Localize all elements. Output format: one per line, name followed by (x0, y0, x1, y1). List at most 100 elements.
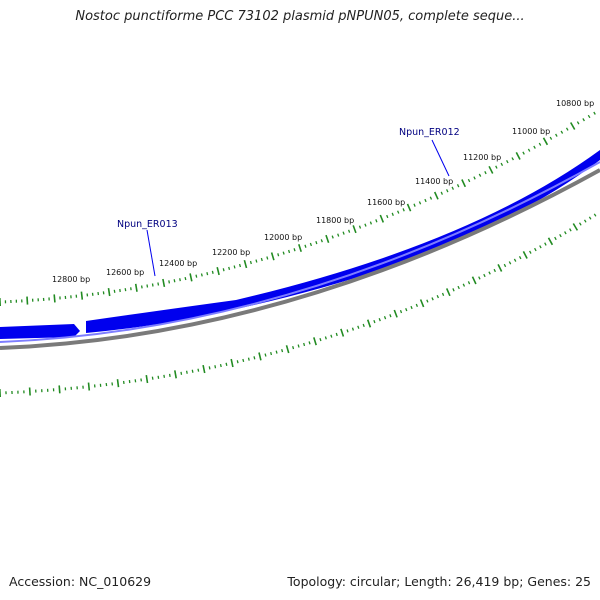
outer-tick (456, 184, 460, 188)
outer-tick (270, 252, 275, 261)
outer-tick (331, 235, 334, 239)
outer-tick (260, 257, 263, 262)
tick-labels: 10800 bp 11000 bp 11200 bp 11400 bp 1160… (52, 99, 594, 284)
inner-tick (145, 374, 149, 384)
inner-tick (445, 288, 451, 297)
outer-tick (576, 121, 580, 125)
inner-tick (236, 360, 239, 364)
outer-tick (488, 165, 494, 174)
inner-tick (219, 363, 222, 368)
inner-tick (547, 237, 554, 246)
inner-tick (488, 271, 491, 275)
inner-tick (247, 357, 250, 361)
inner-tick (197, 368, 200, 372)
outer-tick (228, 266, 231, 270)
outer-tick (565, 127, 569, 131)
gene-label-Npun_ER013[interactable]: Npun_ER013 (117, 219, 178, 230)
outer-tick (391, 212, 394, 216)
inner-tick (340, 328, 345, 337)
gene-arc-Npun_ER013[interactable] (86, 300, 236, 333)
inner-tick (258, 352, 262, 361)
outer-tick (309, 242, 313, 247)
outer-tick (179, 278, 181, 282)
inner-tick (330, 334, 333, 338)
outer-tick (233, 265, 236, 269)
outer-tick (216, 267, 220, 276)
outer-tick (467, 178, 471, 183)
outer-tick (277, 253, 280, 257)
outer-tick (293, 248, 296, 252)
outer-tick (364, 223, 367, 227)
inner-tick (426, 299, 429, 303)
inner-tick (308, 341, 311, 345)
outer-tick (282, 251, 285, 255)
inner-tick (242, 358, 245, 363)
outer-tick (298, 243, 302, 253)
inner-tick (471, 276, 477, 285)
outer-tick (243, 259, 248, 269)
outer-tick (429, 196, 433, 200)
outer-tick (266, 256, 269, 260)
inner-tick (569, 228, 572, 232)
inner-tick (270, 351, 273, 356)
outer-tick (473, 176, 476, 180)
inner-tick (483, 273, 486, 278)
outer-tick (26, 296, 29, 305)
inner-tick (324, 336, 327, 340)
outer-tick (222, 268, 225, 272)
inner-tick (230, 358, 234, 368)
outer-tick (538, 142, 542, 146)
inner-tick (357, 325, 360, 329)
inner-tick (58, 385, 61, 394)
outer-tick (80, 291, 84, 300)
outer-tick (113, 289, 116, 293)
plasmid-backbone (0, 168, 600, 350)
inner-tick (264, 353, 267, 357)
outer-tick (418, 201, 422, 205)
outer-tick (249, 260, 252, 265)
outer-tick (555, 133, 558, 137)
gene-label-leader-Npun_ER013 (146, 229, 156, 277)
inner-tick (303, 342, 306, 347)
outer-tick (402, 208, 405, 212)
outer-tick (211, 270, 214, 274)
outer-tick (195, 274, 198, 278)
inner-tick (441, 292, 445, 297)
inner-tick (116, 379, 120, 388)
outer-tick (386, 214, 389, 219)
outer-tick (124, 288, 127, 292)
gene-arc-Npun_ER012[interactable] (236, 150, 600, 309)
outer-tick (320, 239, 323, 243)
outer-tick (593, 111, 596, 115)
tick-label-12800: 12800 bp (52, 275, 90, 284)
inner-tick (292, 346, 295, 350)
inner-tick (28, 387, 31, 396)
outer-tick (375, 219, 378, 223)
outer-tick (352, 225, 357, 234)
inner-tick (281, 349, 284, 353)
inner-tick (335, 332, 338, 337)
outer-tick (379, 214, 385, 223)
outer-tick (304, 244, 307, 248)
outer-tick (162, 278, 166, 288)
outer-tick (406, 203, 412, 212)
inner-tick (529, 250, 532, 254)
inner-tick (518, 255, 522, 260)
inner-tick (383, 316, 387, 320)
topology-summary: Topology: circular; Length: 26,419 bp; G… (287, 574, 591, 589)
outer-tick (151, 283, 154, 287)
inner-tick (539, 245, 542, 249)
outer-tick (506, 160, 509, 164)
inner-tick (366, 319, 372, 328)
outer-tick (146, 284, 149, 288)
inner-tick (373, 319, 376, 324)
outer-tick (560, 130, 564, 134)
gene-arc-left[interactable] (0, 324, 80, 339)
inner-tick (151, 376, 154, 380)
tick-label-10800: 10800 bp (556, 99, 594, 108)
gene-track (0, 150, 600, 339)
tick-label-12400: 12400 bp (159, 259, 197, 268)
gene-label-Npun_ER012[interactable]: Npun_ER012 (399, 127, 460, 138)
outer-tick (549, 136, 553, 140)
